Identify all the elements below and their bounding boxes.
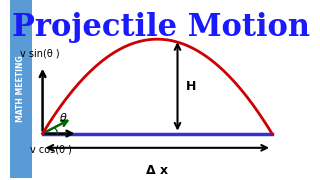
Text: Projectile Motion: Projectile Motion [12, 12, 310, 43]
Text: H: H [186, 80, 196, 93]
Text: Δ x: Δ x [146, 164, 168, 177]
FancyBboxPatch shape [10, 0, 32, 178]
Text: v sin(θ ): v sin(θ ) [20, 49, 60, 59]
Text: v cos(θ ): v cos(θ ) [30, 145, 72, 155]
Text: MATH MEETING: MATH MEETING [16, 56, 26, 122]
Text: θ: θ [60, 113, 67, 123]
